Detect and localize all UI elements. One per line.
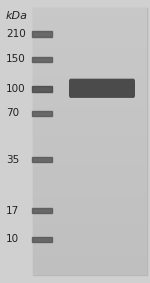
FancyBboxPatch shape (69, 79, 135, 98)
Text: 150: 150 (6, 54, 26, 65)
Bar (32, 57, 52, 62)
Bar (32, 208, 52, 213)
Bar (32, 31, 52, 37)
Text: 35: 35 (6, 155, 19, 165)
Text: 100: 100 (6, 84, 26, 94)
Bar (32, 86, 52, 92)
Text: 210: 210 (6, 29, 26, 39)
Bar (32, 237, 52, 242)
Text: 10: 10 (6, 234, 19, 244)
Text: 17: 17 (6, 206, 19, 216)
Bar (32, 111, 52, 116)
Bar (32, 157, 52, 162)
Text: kDa: kDa (6, 11, 28, 21)
Bar (33, 8, 147, 275)
Text: 70: 70 (6, 108, 19, 118)
